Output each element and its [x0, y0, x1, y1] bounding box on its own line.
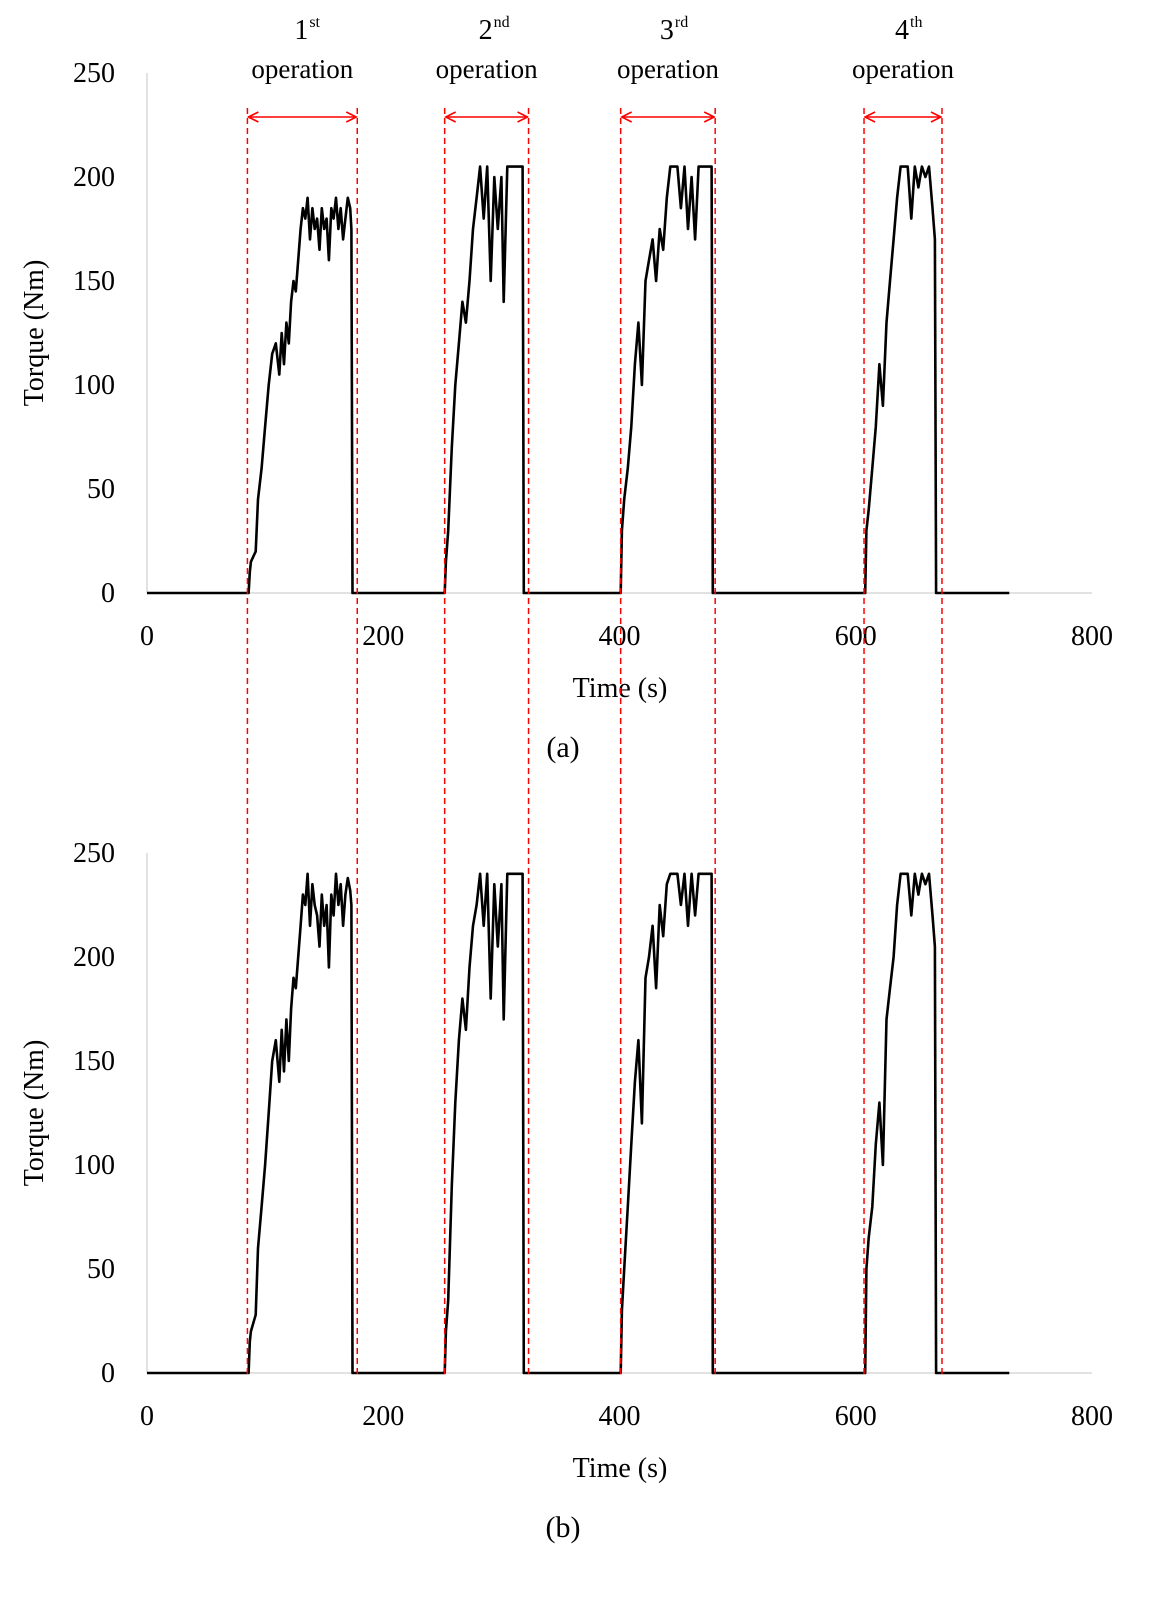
x-tick-label-b-800: 800 [1071, 1401, 1113, 1432]
operation-suffix-2: nd [494, 14, 510, 31]
x-axis-label-b: Time (s) [573, 1453, 668, 1484]
x-tick-label-a-600: 600 [835, 621, 877, 652]
chart-panel-b: Torque (Nm) Time (s) (b) 0 50 100 150 200 250… [19, 838, 1113, 1544]
x-tick-label-b-600: 600 [835, 1401, 877, 1432]
y-tick-label-a-50: 50 [87, 474, 115, 505]
panel-label-b: (b) [546, 1511, 581, 1544]
x-tick-label-a-800: 800 [1071, 621, 1113, 652]
operation-label-4: 4 th operation [852, 14, 954, 84]
y-tick-label-b-200: 200 [73, 942, 115, 973]
y-tick-label-b-150: 150 [73, 1046, 115, 1077]
y-axis-label-a: Torque (Nm) [19, 260, 50, 407]
operation-number-2: 2 [479, 15, 493, 46]
panel-label-a: (a) [546, 731, 579, 764]
x-tick-label-b-400: 400 [599, 1401, 641, 1432]
operation-word-4: operation [852, 54, 954, 84]
operation-number-4: 4 [895, 15, 909, 46]
operation-label-1: 1 st operation [251, 14, 353, 84]
operation-number-1: 1 [294, 15, 308, 46]
y-tick-label-a-100: 100 [73, 370, 115, 401]
y-tick-label-a-200: 200 [73, 162, 115, 193]
y-tick-label-a-0: 0 [101, 578, 115, 609]
y-tick-label-b-0: 0 [101, 1358, 115, 1389]
operation-suffix-4: th [910, 14, 922, 31]
x-tick-label-a-200: 200 [362, 621, 404, 652]
y-tick-label-a-250: 250 [73, 58, 115, 89]
y-tick-label-b-50: 50 [87, 1254, 115, 1285]
x-tick-label-a-0: 0 [140, 621, 154, 652]
x-tick-label-b-0: 0 [140, 1401, 154, 1432]
operation-word-1: operation [251, 54, 353, 84]
y-axis-label-b: Torque (Nm) [19, 1040, 50, 1187]
y-tick-label-b-100: 100 [73, 1150, 115, 1181]
torque-series-line-b-0 [147, 872, 1010, 1375]
chart-panel-a: Torque (Nm) Time (s) (a) 050100150200250… [19, 58, 1113, 764]
operation-word-2: operation [436, 54, 538, 84]
operation-label-3: 3 rd operation [617, 14, 719, 84]
operation-number-3: 3 [660, 15, 674, 46]
operation-annotations: 1 st operation 2 nd operation 3 rd opera… [251, 14, 954, 84]
operation-suffix-3: rd [675, 14, 688, 31]
operation-suffix-1: st [309, 14, 320, 31]
operation-word-3: operation [617, 54, 719, 84]
x-tick-label-a-400: 400 [599, 621, 641, 652]
operation-markers [246, 108, 943, 1378]
y-tick-label-a-150: 150 [73, 266, 115, 297]
x-tick-label-b-200: 200 [362, 1401, 404, 1432]
torque-series-line-a-0 [147, 165, 1010, 595]
y-tick-label-b-250: 250 [73, 838, 115, 869]
operation-label-2: 2 nd operation [436, 14, 538, 84]
